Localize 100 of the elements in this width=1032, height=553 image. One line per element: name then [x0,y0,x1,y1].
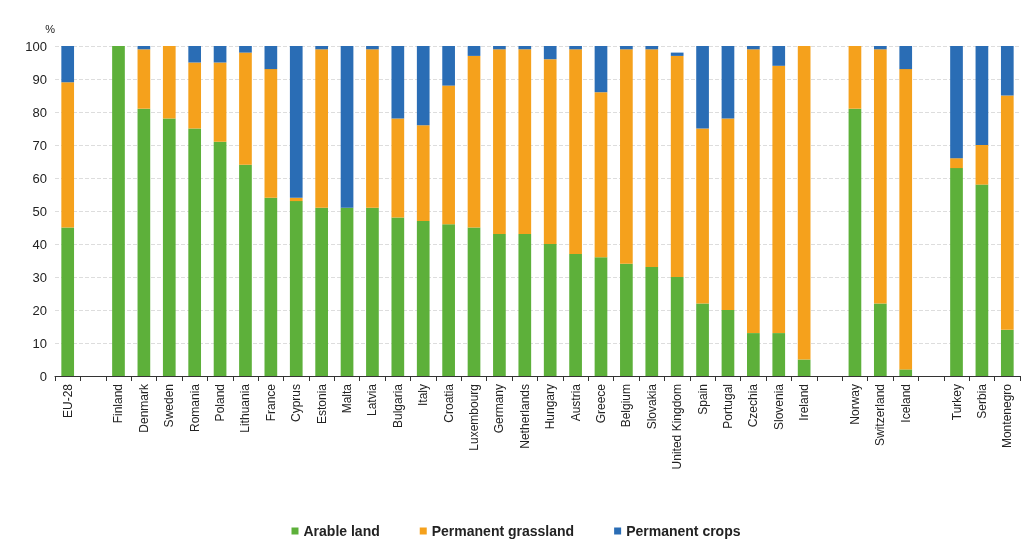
bar [442,224,455,376]
x-tick-label: Turkey [949,384,964,421]
bar [620,49,633,264]
y-tick-label: 60 [32,170,47,186]
bar [188,128,202,376]
bar [899,69,913,370]
bar [289,201,303,376]
bar [975,145,989,185]
bar [518,234,532,376]
bar [213,62,227,142]
y-tick-label: 40 [32,236,47,252]
bar [950,168,963,376]
bar [416,46,430,126]
bar [442,46,455,86]
bar [797,359,811,376]
bar [670,52,684,56]
bar [721,46,735,119]
bar [137,108,151,376]
x-tick-label: Estonia [314,383,329,425]
bar [747,333,760,376]
x-tick-label: Italy [416,384,431,407]
y-tick-label: 20 [32,302,47,318]
bar [594,92,608,258]
y-tick-label: 80 [32,104,47,120]
bar [721,118,735,310]
x-tick-label: Sweden [162,384,177,428]
bar [848,46,862,109]
x-tick-label: EU-28 [60,383,75,419]
x-tick-label: Serbia [974,383,989,419]
bar [594,46,608,93]
x-tick-label: Latvia [365,383,380,417]
x-tick-label: Iceland [898,384,913,423]
bar [391,46,405,119]
bar [188,62,202,129]
bar [772,46,786,66]
bar [645,267,659,376]
bar [416,220,430,376]
bar [391,217,405,376]
bar [797,46,811,360]
bar [543,59,557,244]
x-tick-label: Spain [695,384,710,415]
bar [442,85,455,225]
bar [137,49,151,109]
x-tick-label: Denmark [136,383,151,433]
bar [61,46,75,83]
bar [696,128,709,304]
bar [340,207,354,376]
bar [264,197,278,376]
bar [696,303,709,376]
x-tick-label: Austria [568,383,583,422]
bar [620,263,633,376]
x-tick-label: Finland [111,384,126,424]
bar [721,310,735,376]
bar [264,69,278,198]
bar [518,46,532,50]
bar [569,253,582,376]
bar [315,207,328,376]
bar [289,46,303,198]
x-tick-label: Belgium [619,384,634,428]
bar [645,46,659,50]
x-tick-label: Germany [492,384,507,434]
x-tick-label: Bulgaria [390,383,405,429]
x-tick-label: Croatia [441,383,456,423]
bar [543,244,557,376]
bar [239,52,252,165]
bar [213,141,227,376]
bar [645,49,659,268]
bar [162,118,176,376]
x-tick-label: Malta [340,383,355,414]
x-tick-label: Norway [847,384,862,425]
x-tick-label: Slovenia [771,383,786,431]
y-tick-label: 100 [25,38,47,54]
bar [264,46,278,70]
x-tick-label: Netherlands [517,384,532,449]
bar [366,46,379,50]
bar [747,49,760,334]
bar [873,46,887,50]
bar [467,227,481,376]
bar [569,49,582,254]
x-tick-label: Greece [593,383,608,424]
legend-label: Arable land [303,523,380,539]
bar [1000,46,1014,96]
y-tick-label: 90 [32,71,47,87]
bar [61,82,75,228]
bar [416,125,430,221]
x-tick-label: Portugal [720,384,735,429]
legend-label: Permanent crops [626,523,741,539]
bar [366,49,379,208]
bar [239,164,252,376]
bar [289,197,303,202]
x-tick-label: Romania [187,383,202,433]
bar [975,46,989,145]
bar [467,55,481,228]
bar [1000,95,1014,330]
x-tick-label: United Kingdom [670,384,685,470]
bar [518,49,532,235]
y-tick-label: 70 [32,137,47,153]
y-axis-title: % [45,22,56,35]
bar [239,46,252,53]
bar [950,158,963,169]
